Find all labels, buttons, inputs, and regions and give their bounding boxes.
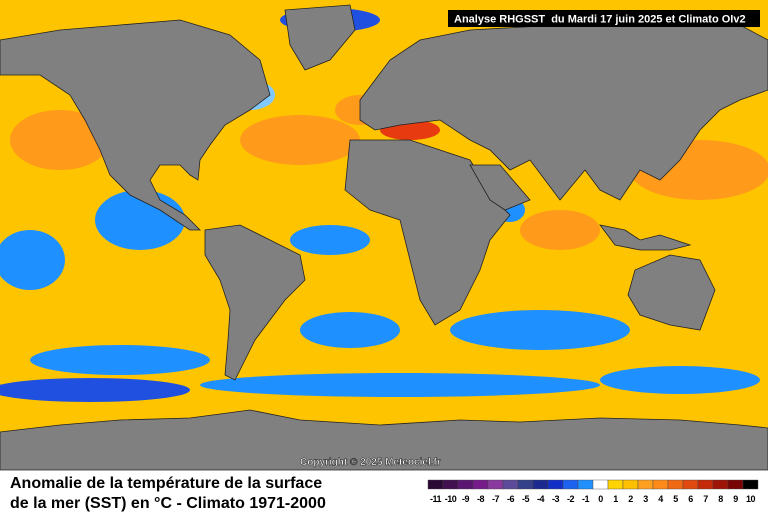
legend-swatch	[682, 479, 699, 490]
header-box	[448, 10, 760, 27]
legend-label: -11	[430, 494, 442, 504]
legend-label: 0	[598, 494, 603, 504]
legend-swatch	[592, 479, 609, 490]
legend-swatch	[742, 479, 759, 490]
legend-label: -10	[445, 494, 457, 504]
legend-swatch	[547, 479, 564, 490]
south-america	[204, 224, 306, 381]
arabia	[469, 164, 531, 211]
legend-label: 10	[746, 494, 756, 504]
legend-label: 3	[643, 494, 648, 504]
legend-label: -2	[567, 494, 574, 504]
legend-label: -8	[477, 494, 484, 504]
legend-swatch	[622, 479, 639, 490]
legend-label: -1	[582, 494, 589, 504]
color-legend: -11 -10 -9 -8 -7 -6 -5 -4 -3 -2 -1 0 1 2 3 4 5 6 7 8 9 10	[427, 479, 759, 504]
legend-swatch	[472, 479, 489, 490]
legend-swatch	[727, 479, 744, 490]
legend-swatch	[442, 479, 459, 490]
north-america	[0, 19, 271, 231]
legend-label: 2	[628, 494, 633, 504]
legend-label: 9	[733, 494, 738, 504]
legend-swatch	[502, 479, 519, 490]
legend-swatch	[517, 479, 534, 490]
legend-label: 5	[673, 494, 678, 504]
legend-label: 1	[613, 494, 618, 504]
legend-label: -5	[522, 494, 529, 504]
legend-label: 8	[718, 494, 723, 504]
australia	[627, 254, 716, 331]
legend-label: 4	[658, 494, 663, 504]
legend-swatch	[652, 479, 669, 490]
legend-label: -4	[537, 494, 544, 504]
header: Analyse RHGSST du Mardi 17 juin 2025 et …	[454, 14, 746, 26]
legend-swatch	[562, 479, 579, 490]
indonesia	[599, 224, 692, 251]
legend-swatch	[577, 479, 594, 490]
greenland	[284, 4, 356, 71]
copyright: Copyright © 2025 Meteociel.fr	[300, 457, 441, 468]
africa	[344, 139, 511, 326]
legend-label: 7	[703, 494, 708, 504]
legend-label: -3	[552, 494, 559, 504]
legend-label: -9	[462, 494, 469, 504]
legend-label: 6	[688, 494, 693, 504]
legend-swatch	[607, 479, 624, 490]
title-line: Anomalie de la température de la surface	[10, 475, 322, 492]
legend-label: -7	[492, 494, 499, 504]
legend-swatch	[457, 479, 474, 490]
legend-label: -6	[507, 494, 514, 504]
legend-swatch	[712, 479, 729, 490]
antarctica	[0, 409, 768, 471]
legend-swatch	[427, 479, 444, 490]
legend-swatch	[637, 479, 654, 490]
legend-swatch	[697, 479, 714, 490]
legend-swatch	[667, 479, 684, 490]
continents	[0, 4, 768, 471]
legend-swatch	[487, 479, 504, 490]
title-line: de la mer (SST) en °C - Climato 1971-200…	[10, 495, 326, 512]
legend-swatch	[532, 479, 549, 490]
